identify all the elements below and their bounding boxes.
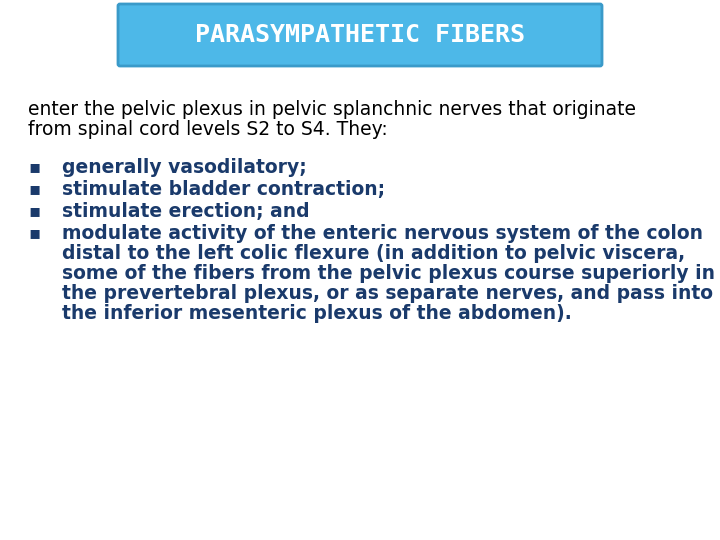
Text: modulate activity of the enteric nervous system of the colon: modulate activity of the enteric nervous…: [62, 224, 703, 243]
Text: ▪: ▪: [28, 180, 40, 198]
Text: the inferior mesenteric plexus of the abdomen).: the inferior mesenteric plexus of the ab…: [62, 304, 572, 323]
Text: enter the pelvic plexus in pelvic splanchnic nerves that originate: enter the pelvic plexus in pelvic splanc…: [28, 100, 636, 119]
FancyBboxPatch shape: [118, 4, 602, 66]
Text: generally vasodilatory;: generally vasodilatory;: [62, 158, 307, 177]
Text: the prevertebral plexus, or as separate nerves, and pass into: the prevertebral plexus, or as separate …: [62, 284, 713, 303]
Text: PARASYMPATHETIC FIBERS: PARASYMPATHETIC FIBERS: [195, 23, 525, 47]
Text: stimulate bladder contraction;: stimulate bladder contraction;: [62, 180, 385, 199]
Text: distal to the left colic flexure (in addition to pelvic viscera,: distal to the left colic flexure (in add…: [62, 244, 685, 263]
Text: from spinal cord levels S2 to S4. They:: from spinal cord levels S2 to S4. They:: [28, 120, 388, 139]
Text: some of the fibers from the pelvic plexus course superiorly in: some of the fibers from the pelvic plexu…: [62, 264, 715, 283]
Text: ▪: ▪: [28, 202, 40, 220]
Text: ▪: ▪: [28, 224, 40, 242]
Text: ▪: ▪: [28, 158, 40, 176]
Text: stimulate erection; and: stimulate erection; and: [62, 202, 310, 221]
